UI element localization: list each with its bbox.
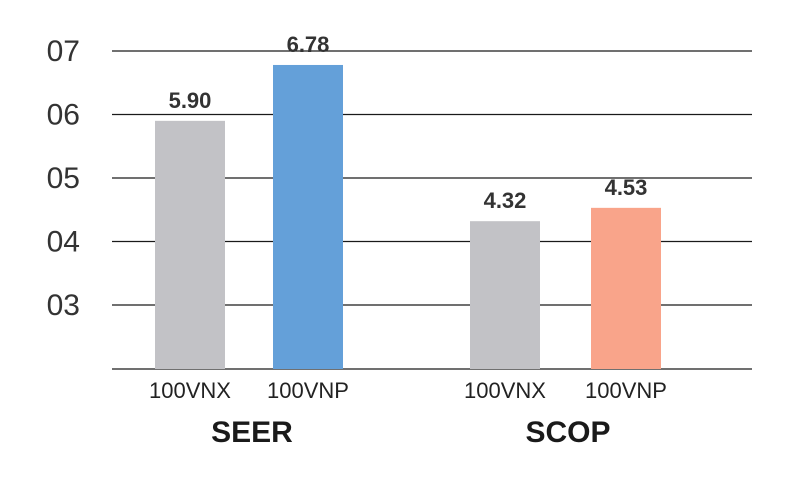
- x-axis-ticks: 100VNX 100VNP 100VNX 100VNP: [149, 378, 667, 403]
- data-label: 4.32: [484, 188, 527, 213]
- y-tick-label: 03: [47, 289, 80, 322]
- bar: [155, 120, 225, 369]
- bars: [155, 64, 661, 369]
- group-labels: SEER SCOP: [211, 416, 610, 449]
- bar: [470, 221, 540, 369]
- group-label: SEER: [211, 416, 293, 449]
- x-tick-label: 100VNX: [149, 378, 231, 403]
- data-label: 6.78: [287, 32, 330, 57]
- bar: [273, 64, 343, 369]
- bar: [591, 207, 661, 369]
- y-tick-label: 06: [47, 99, 80, 132]
- y-tick-label: 05: [47, 162, 80, 195]
- y-tick-label: 04: [47, 226, 80, 259]
- y-axis-ticks: 03 04 05 06 07: [47, 35, 80, 322]
- x-tick-label: 100VNP: [585, 378, 667, 403]
- group-label: SCOP: [525, 416, 610, 449]
- x-tick-label: 100VNP: [267, 378, 349, 403]
- x-tick-label: 100VNX: [464, 378, 546, 403]
- data-labels: 5.90 6.78 4.32 4.53: [169, 32, 648, 213]
- data-label: 4.53: [605, 175, 648, 200]
- y-tick-label: 07: [47, 35, 80, 68]
- data-label: 5.90: [169, 88, 212, 113]
